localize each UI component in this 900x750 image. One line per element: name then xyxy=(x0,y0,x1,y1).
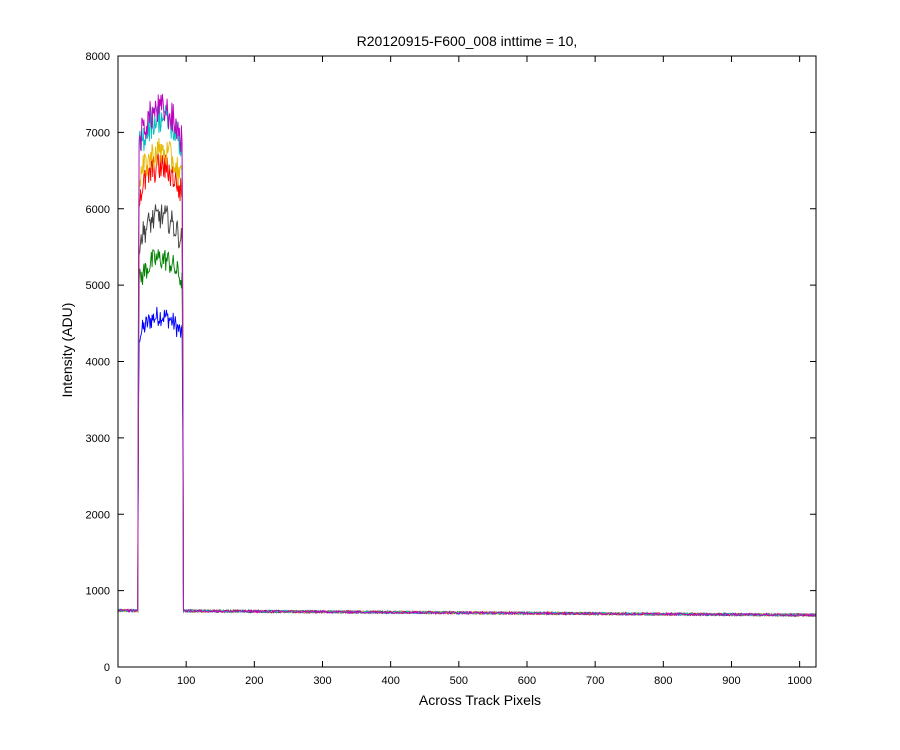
y-axis-ticks: 0 1000 2000 3000 4000 5000 6000 7000 8000 xyxy=(86,51,816,674)
x-tick-label: 600 xyxy=(518,675,536,687)
y-tick-label: 1000 xyxy=(86,586,110,598)
series-layer xyxy=(117,93,817,618)
x-tick-label: 100 xyxy=(177,675,195,687)
x-tick-label: 800 xyxy=(654,675,672,687)
x-tick-label: 1000 xyxy=(787,675,811,687)
x-tick-label: 500 xyxy=(450,675,468,687)
y-tick-label: 7000 xyxy=(86,127,110,139)
y-tick-label: 6000 xyxy=(86,204,110,216)
series-line xyxy=(117,93,817,618)
y-tick-label: 3000 xyxy=(86,433,110,445)
y-tick-label: 8000 xyxy=(86,51,110,63)
x-tick-label: 900 xyxy=(722,675,740,687)
chart-title: R20120915-F600_008 inttime = 10, xyxy=(357,33,578,49)
x-tick-label: 700 xyxy=(586,675,604,687)
x-axis-ticks: 0 100 200 300 400 500 600 700 800 900 1000 xyxy=(115,56,812,687)
x-tick-label: 0 xyxy=(115,675,121,687)
y-tick-label: 4000 xyxy=(86,357,110,369)
x-tick-label: 400 xyxy=(381,675,399,687)
x-tick-label: 300 xyxy=(313,675,331,687)
x-tick-label: 200 xyxy=(245,675,263,687)
y-tick-label: 0 xyxy=(104,662,110,674)
y-tick-label: 5000 xyxy=(86,280,110,292)
y-axis-label: Intensity (ADU) xyxy=(59,303,75,398)
x-axis-label: Across Track Pixels xyxy=(419,692,541,708)
y-tick-label: 2000 xyxy=(86,509,110,521)
